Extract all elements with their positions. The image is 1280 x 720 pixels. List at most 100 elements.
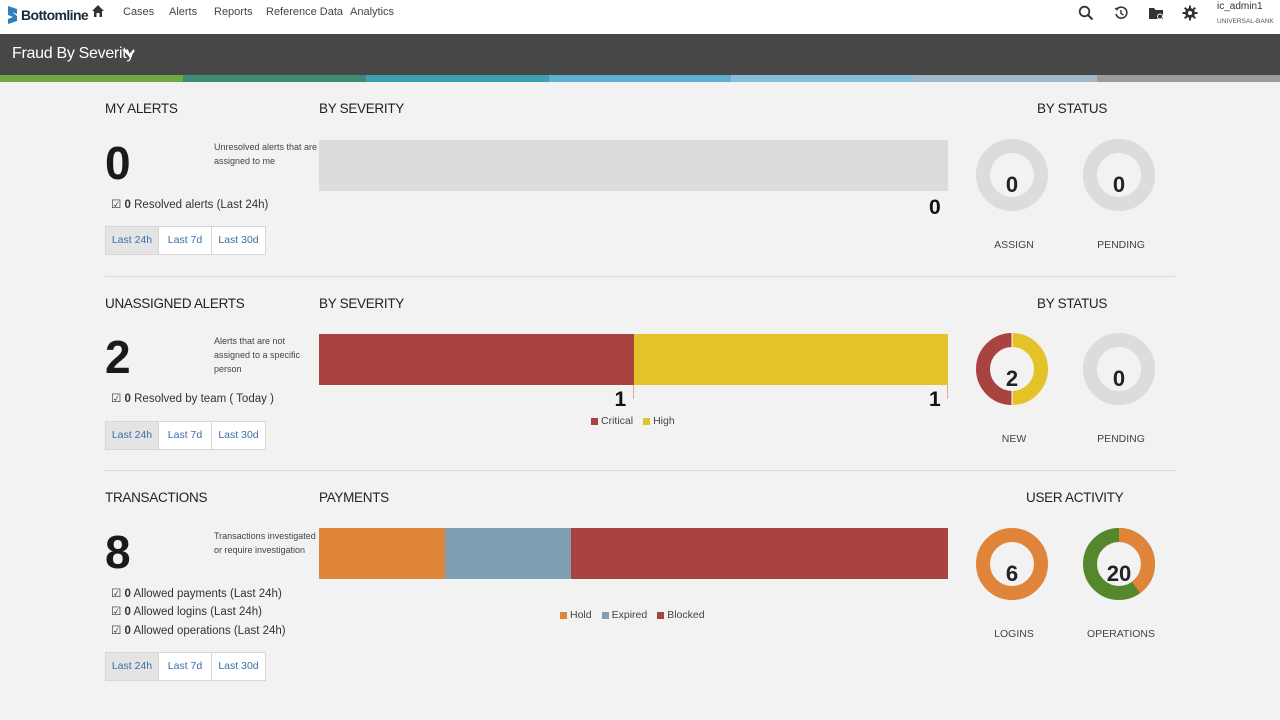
- brand-logo[interactable]: Bottomline: [6, 4, 89, 26]
- range-last-30d[interactable]: Last 30d: [218, 660, 259, 672]
- pending-count: 0: [1112, 366, 1126, 391]
- pending-donut[interactable]: [1082, 332, 1156, 406]
- brand-name: Bottomline: [21, 7, 89, 23]
- legend-expired[interactable]: Expired: [601, 609, 648, 621]
- section-divider: [105, 470, 1175, 471]
- severity-segment-critical[interactable]: [319, 334, 634, 385]
- unassigned-severity-title: BY SEVERITY: [319, 296, 404, 311]
- stripe-segment: [365, 75, 550, 82]
- payments-segment-blocked[interactable]: [570, 528, 948, 579]
- my-alerts-description: Unresolved alerts that are assigned to m…: [214, 142, 318, 166]
- logins-donut[interactable]: [975, 527, 1049, 601]
- legend-hold[interactable]: Hold: [560, 609, 592, 621]
- new-count: 2: [1005, 366, 1019, 391]
- logins-label: LOGINS: [994, 628, 1034, 640]
- legend-expired-label: Expired: [611, 609, 648, 621]
- my-alerts-title: MY ALERTS: [105, 101, 178, 116]
- nav-analytics[interactable]: Analytics: [350, 6, 395, 18]
- operations-donut[interactable]: [1082, 527, 1156, 601]
- payments-bar: [319, 528, 948, 579]
- nav-reports[interactable]: Reports: [214, 6, 253, 18]
- stripe-segment: [914, 75, 1099, 82]
- pending-count: 0: [1112, 172, 1126, 197]
- legend-blocked[interactable]: Blocked: [657, 609, 705, 621]
- legend-high[interactable]: High: [643, 415, 675, 427]
- unassigned-range-selector: Last 24h Last 7d Last 30d: [105, 421, 266, 450]
- legend-critical-label: Critical: [601, 415, 634, 427]
- unassigned-status-title: BY STATUS: [1037, 296, 1108, 311]
- legend-hold-label: Hold: [570, 609, 592, 621]
- stripe-segment: [182, 75, 367, 82]
- payments-segment-hold[interactable]: [319, 528, 445, 579]
- user-activity-title: USER ACTIVITY: [1026, 490, 1124, 505]
- severity-segment-high[interactable]: [633, 334, 948, 385]
- unassigned-alerts-count: 2: [105, 331, 131, 383]
- resolved-text: Resolved alerts (Last 24h): [134, 199, 269, 211]
- range-last-24h[interactable]: Last 24h: [106, 422, 159, 449]
- my-alerts-severity-title: BY SEVERITY: [319, 101, 404, 116]
- legend-critical[interactable]: Critical: [591, 415, 633, 427]
- folder-icon[interactable]: [1148, 5, 1164, 21]
- allowed-operations: ☑ 0 Allowed operations (Last 24h): [111, 625, 286, 637]
- search-icon[interactable]: [1078, 5, 1094, 21]
- allowed-operations-count: 0: [124, 625, 131, 637]
- user-name[interactable]: ic_admin1: [1217, 1, 1263, 12]
- assign-donut[interactable]: [975, 138, 1049, 212]
- nav-cases[interactable]: Cases: [123, 6, 155, 18]
- payments-title: PAYMENTS: [319, 490, 389, 505]
- bottomline-logo-icon: [8, 6, 17, 24]
- allowed-payments: ☑ 0 Allowed payments (Last 24h): [111, 588, 282, 600]
- allowed-operations-text: Allowed operations (Last 24h): [133, 625, 286, 637]
- range-last-24h[interactable]: Last 24h: [106, 227, 159, 254]
- severity-tick: [947, 385, 948, 399]
- range-last-30d[interactable]: Last 30d: [218, 429, 259, 441]
- payments-segment-expired[interactable]: [444, 528, 571, 579]
- gear-icon[interactable]: [1182, 5, 1198, 21]
- severity-count-high: 1: [929, 388, 941, 411]
- range-last-24h[interactable]: Last 24h: [106, 653, 159, 680]
- dashboard-title[interactable]: Fraud By Severity: [12, 45, 135, 62]
- nav-alerts[interactable]: Alerts: [169, 6, 198, 18]
- history-icon[interactable]: [1113, 5, 1129, 21]
- hold-swatch: [560, 611, 567, 619]
- range-last-7d[interactable]: Last 7d: [159, 653, 212, 680]
- stripe-segment: [731, 75, 916, 82]
- stripe-segment: [548, 75, 733, 82]
- chevron-down-icon[interactable]: [124, 49, 135, 58]
- dashboard-title-bar: Fraud By Severity: [0, 34, 1280, 75]
- severity-tick: [632, 385, 634, 399]
- resolved-text: Resolved by team ( Today ): [134, 393, 274, 405]
- new-donut[interactable]: [975, 332, 1049, 406]
- severity-legend: Critical High: [591, 415, 685, 427]
- pending-donut[interactable]: [1082, 138, 1156, 212]
- new-high-arc: [1011, 333, 1048, 405]
- stripe-segment: [0, 75, 184, 82]
- resolved-count: 0: [124, 393, 131, 405]
- new-label: NEW: [1001, 433, 1027, 445]
- section-divider: [105, 276, 1175, 277]
- my-alerts-resolved: ☑ 0 Resolved alerts (Last 24h): [111, 199, 269, 211]
- critical-swatch: [591, 417, 598, 425]
- transactions-title: TRANSACTIONS: [105, 490, 208, 505]
- unassigned-alerts-description: Alerts that are not assigned to a specif…: [214, 336, 301, 374]
- my-alerts-range-selector: Last 24h Last 7d Last 30d: [105, 226, 266, 255]
- allowed-payments-count: 0: [124, 588, 131, 600]
- severity-count-critical: 1: [614, 388, 627, 411]
- home-icon[interactable]: [91, 4, 105, 18]
- range-last-7d[interactable]: Last 7d: [159, 227, 212, 254]
- range-last-7d[interactable]: Last 7d: [159, 422, 212, 449]
- my-alerts-count: 0: [105, 137, 131, 189]
- nav-reference-data[interactable]: Reference Data: [266, 6, 344, 18]
- assign-label: ASSIGN: [994, 239, 1034, 251]
- top-navigation: Bottomline Cases Alerts Reports Referenc…: [0, 0, 1280, 34]
- allowed-logins-text: Allowed logins (Last 24h): [133, 606, 262, 618]
- my-alerts-severity-total: 0: [929, 196, 941, 219]
- blocked-swatch: [657, 611, 665, 619]
- my-alerts-severity-bar[interactable]: [319, 140, 948, 191]
- stripe-segment: [1097, 75, 1280, 82]
- transactions-description: Transactions investigated or require inv…: [214, 531, 316, 555]
- range-last-30d[interactable]: Last 30d: [218, 234, 259, 246]
- payments-legend: Hold Expired Blocked: [560, 609, 715, 621]
- pending-label: PENDING: [1097, 239, 1145, 251]
- unassigned-severity-bar: [319, 334, 948, 385]
